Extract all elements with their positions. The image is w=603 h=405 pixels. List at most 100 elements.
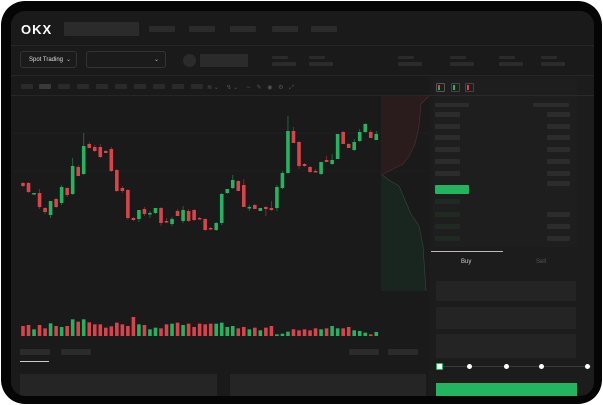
candle-up bbox=[363, 124, 368, 132]
timeframe-tab[interactable] bbox=[39, 84, 51, 89]
candle-up bbox=[357, 132, 362, 141]
search-placeholder[interactable] bbox=[64, 22, 139, 36]
total-input[interactable] bbox=[436, 334, 576, 358]
candle-down bbox=[142, 209, 147, 214]
fullscreen-icon[interactable]: ⤢ bbox=[289, 85, 295, 91]
book-both-icon[interactable] bbox=[436, 83, 445, 92]
ruler-icon[interactable]: ✎ bbox=[256, 85, 262, 91]
indicator-icon[interactable]: ↯ ⌄ bbox=[226, 85, 239, 91]
divider bbox=[429, 95, 594, 96]
slider-handle[interactable] bbox=[436, 363, 443, 370]
candle-up bbox=[258, 208, 263, 211]
active-tab-underline bbox=[431, 251, 503, 252]
divider bbox=[11, 75, 594, 76]
slider-step-50[interactable] bbox=[504, 364, 509, 369]
book-asks-icon[interactable] bbox=[465, 83, 474, 92]
timeframe-tab[interactable] bbox=[134, 84, 146, 89]
volume-bar bbox=[115, 322, 119, 336]
ask-size bbox=[547, 112, 570, 117]
candlestick-chart[interactable] bbox=[11, 96, 429, 341]
nav-item[interactable] bbox=[311, 26, 337, 32]
timeframe-tab[interactable] bbox=[115, 84, 127, 89]
candle-type-icon[interactable]: ≋ ⌄ bbox=[207, 85, 219, 91]
filter-button[interactable] bbox=[388, 349, 418, 355]
volume-bar bbox=[324, 328, 329, 336]
assets-panel bbox=[230, 374, 426, 396]
candle-down bbox=[21, 183, 25, 186]
timeframe-tab[interactable] bbox=[96, 84, 108, 89]
volume-bar bbox=[37, 325, 42, 336]
candle-up bbox=[214, 223, 218, 230]
volume-bar bbox=[335, 328, 340, 336]
stat-value bbox=[541, 62, 565, 66]
volume-bar bbox=[280, 333, 285, 336]
candle-down bbox=[197, 218, 202, 220]
tab-order-history[interactable] bbox=[61, 349, 91, 355]
candle-up bbox=[153, 208, 158, 213]
candle-down bbox=[92, 147, 97, 151]
candle-down bbox=[98, 147, 103, 157]
ask-size bbox=[547, 124, 570, 129]
stat-value bbox=[398, 62, 422, 66]
candle-up bbox=[48, 201, 53, 215]
volume-bar bbox=[76, 321, 80, 336]
tab-open-orders[interactable] bbox=[20, 349, 50, 355]
timeframe-tab[interactable] bbox=[153, 84, 165, 89]
candle-down bbox=[54, 199, 58, 207]
slider-step-100[interactable] bbox=[585, 364, 590, 369]
candle-up bbox=[286, 131, 290, 173]
nav-item[interactable] bbox=[272, 26, 298, 32]
volume-bar bbox=[104, 327, 108, 336]
volume-bar bbox=[341, 328, 345, 336]
tab-sell[interactable]: Sell bbox=[536, 259, 547, 265]
nav-item[interactable] bbox=[189, 26, 215, 32]
tab-buy[interactable]: Buy bbox=[461, 259, 472, 265]
candle-up bbox=[247, 207, 252, 209]
market-type-select[interactable]: Spot Trading ⌄ bbox=[20, 51, 77, 68]
volume-bar bbox=[357, 331, 362, 336]
ask-size bbox=[547, 135, 570, 140]
volume-bar bbox=[253, 327, 257, 336]
book-bids-icon[interactable] bbox=[451, 83, 460, 92]
settings-icon[interactable]: ⚙ bbox=[278, 85, 284, 91]
candle-down bbox=[126, 190, 130, 218]
volume-bar bbox=[346, 327, 351, 336]
candle-down bbox=[203, 219, 207, 230]
filter-button[interactable] bbox=[349, 349, 379, 355]
nav-item[interactable] bbox=[230, 26, 256, 32]
timeframe-tab[interactable] bbox=[21, 84, 33, 89]
candle-up bbox=[219, 194, 224, 223]
buy-button[interactable] bbox=[436, 383, 577, 396]
amount-input[interactable] bbox=[436, 307, 576, 329]
slider-track[interactable] bbox=[441, 366, 591, 367]
divider bbox=[11, 95, 429, 96]
timeframe-tab[interactable] bbox=[77, 84, 89, 89]
slider-step-25[interactable] bbox=[467, 364, 472, 369]
candle-down bbox=[87, 144, 92, 148]
price-input[interactable] bbox=[436, 281, 576, 301]
stat-value bbox=[499, 62, 523, 66]
camera-icon[interactable]: ◉ bbox=[267, 85, 273, 91]
timeframe-tab[interactable] bbox=[172, 84, 184, 89]
line-icon[interactable]: ∼ bbox=[245, 85, 251, 91]
candle-down bbox=[236, 181, 241, 191]
volume-bar bbox=[368, 334, 373, 336]
candle-up bbox=[352, 142, 356, 150]
candle-down bbox=[120, 188, 125, 191]
ask-price bbox=[435, 124, 460, 129]
candle-up bbox=[280, 173, 285, 188]
candle-down bbox=[291, 131, 296, 143]
candle-down bbox=[242, 185, 246, 207]
volume-bar bbox=[302, 329, 307, 336]
timeframe-tab[interactable] bbox=[58, 84, 70, 89]
depth-bids-area bbox=[381, 174, 426, 291]
okx-logo[interactable]: OKX bbox=[21, 22, 53, 37]
candle-down bbox=[368, 132, 373, 138]
timeframe-tab[interactable] bbox=[191, 84, 203, 89]
candle-down bbox=[324, 160, 329, 162]
candle-down bbox=[175, 211, 180, 216]
candle-down bbox=[269, 208, 274, 210]
pair-select[interactable]: ⌄ bbox=[86, 51, 166, 68]
slider-step-75[interactable] bbox=[539, 364, 544, 369]
nav-item[interactable] bbox=[149, 26, 175, 32]
